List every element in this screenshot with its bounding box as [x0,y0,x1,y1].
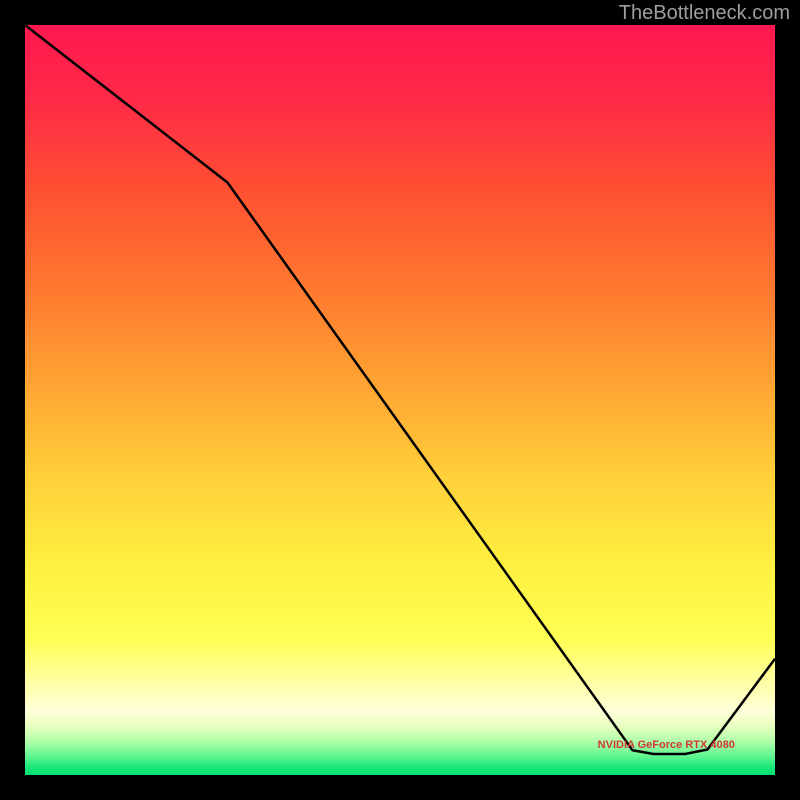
watermark-text: TheBottleneck.com [619,2,790,25]
chart-line-layer [25,25,775,775]
series-label: NVIDIA GeForce RTX 4080 [598,739,735,751]
plot-area: NVIDIA GeForce RTX 4080 [25,25,775,775]
data-line [25,25,775,754]
